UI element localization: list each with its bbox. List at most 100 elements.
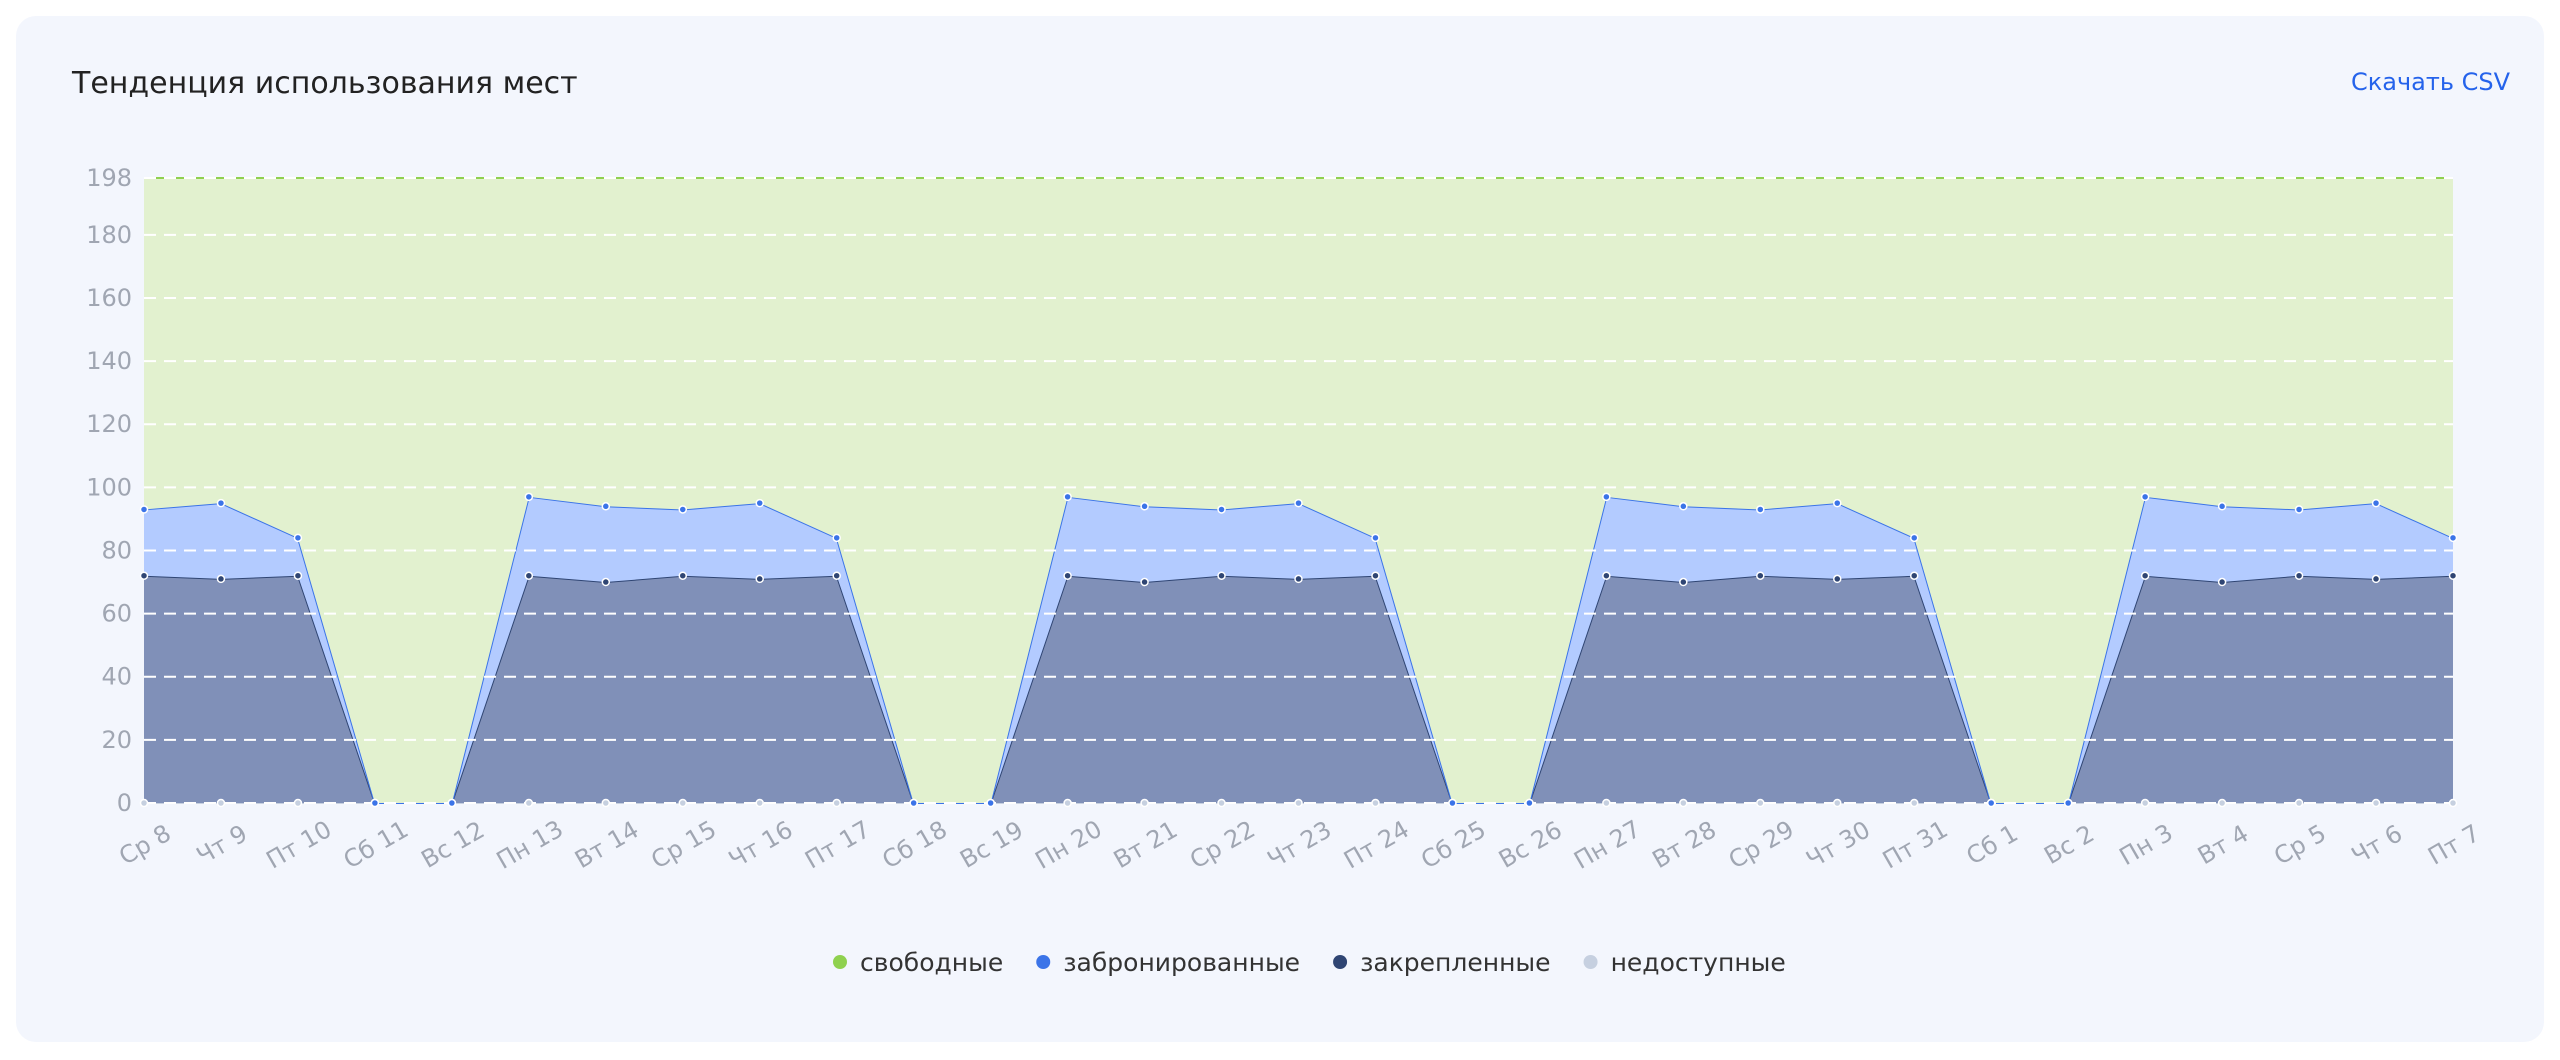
legend-swatch [1583, 955, 1598, 969]
point [139, 505, 149, 514]
point [1602, 798, 1611, 808]
x-tick-label: Ср 8 [114, 819, 176, 871]
point [293, 571, 303, 580]
x-tick-label: Вт 14 [570, 815, 643, 874]
point [1371, 533, 1380, 543]
y-tick-label: 40 [101, 663, 132, 691]
x-tick-label: Вс 26 [1494, 816, 1567, 874]
y-tick-label: 198 [86, 164, 132, 192]
y-tick-label: 0 [117, 789, 132, 817]
x-tick-label: Чт 16 [724, 815, 797, 874]
x-tick-label: Вс 19 [955, 816, 1028, 874]
point [524, 571, 534, 580]
point [1525, 798, 1534, 808]
x-tick-label: Ср 15 [646, 815, 721, 874]
legend-label: свободные [860, 948, 1003, 977]
area [144, 575, 2453, 803]
x-tick-label: Пн 3 [2115, 818, 2178, 871]
y-tick-label: 180 [86, 221, 132, 249]
point [2371, 498, 2381, 508]
point [1679, 502, 1688, 511]
point [1294, 574, 1303, 584]
point [832, 571, 841, 580]
title: Тенденция использования мест [72, 66, 578, 101]
point [1217, 505, 1226, 514]
x-tick-label: Ср 22 [1185, 815, 1260, 874]
points [139, 492, 2458, 808]
point [524, 798, 534, 808]
point [1833, 798, 1842, 808]
point [524, 492, 534, 502]
point [2294, 505, 2304, 514]
point [1602, 492, 1611, 502]
legend-swatch [1333, 955, 1348, 969]
x-tick-label: Сб 18 [877, 815, 951, 874]
legend-label: закрепленные [1360, 948, 1550, 977]
y-tick-label: 120 [86, 410, 132, 438]
point [447, 798, 457, 808]
y-tick-label: 140 [86, 347, 132, 375]
point [1217, 571, 1226, 580]
x-tick-label: Вт 21 [1109, 815, 1182, 874]
x-tick-label: Пт 10 [262, 815, 337, 874]
point [1679, 798, 1688, 808]
point [2448, 798, 2458, 808]
legend-label: недоступные [1611, 948, 1786, 977]
x-tick-label: Ср 29 [1724, 815, 1799, 874]
point [2217, 502, 2227, 511]
point [1986, 798, 1996, 808]
point [1063, 571, 1072, 580]
point [2217, 798, 2227, 808]
point [601, 798, 611, 808]
point [1371, 571, 1380, 580]
point [1602, 571, 1611, 580]
point [755, 798, 764, 808]
download-csv[interactable]: Скачать CSV [2350, 68, 2510, 96]
point [1140, 798, 1149, 808]
point [1371, 798, 1380, 808]
y-tick-label: 20 [101, 726, 132, 754]
x-tick-label: Вс 2 [2039, 819, 2099, 870]
point [1063, 492, 1072, 502]
legend-swatch [833, 955, 847, 969]
point [2448, 533, 2458, 543]
x-tick-label: Пт 31 [1878, 815, 1953, 874]
point [2140, 492, 2150, 502]
x-tick-label: Пн 27 [1569, 815, 1645, 875]
point [1448, 798, 1457, 808]
point [678, 571, 688, 580]
point [2448, 571, 2458, 580]
point [1294, 498, 1303, 508]
x-tick-label: Пт 24 [1339, 815, 1414, 874]
x-tick-label: Пн 13 [492, 815, 568, 875]
point [139, 571, 149, 580]
x-tick-label: Пн 20 [1030, 815, 1106, 875]
y-tick-label: 80 [101, 536, 132, 564]
point [832, 533, 841, 543]
point [370, 798, 380, 808]
legend-label: забронированные [1063, 948, 1300, 977]
point [1756, 798, 1765, 808]
point [678, 505, 688, 514]
y-tick-label: 160 [86, 284, 132, 312]
area [144, 178, 2453, 803]
point [1909, 533, 1919, 543]
x-tick-label: Сб 11 [339, 815, 413, 874]
legend-swatch [1036, 955, 1051, 969]
point [216, 574, 226, 584]
x-tick-label: Сб 1 [1962, 819, 2023, 870]
point [1217, 798, 1226, 808]
x-tick-label: Вс 12 [416, 816, 489, 874]
x-tick-label: Вт 4 [2193, 819, 2253, 870]
x-tick-label: Ср 5 [2269, 819, 2331, 871]
point [1063, 798, 1072, 808]
point [2140, 798, 2150, 808]
point [293, 533, 303, 543]
point [832, 798, 841, 808]
x-tick-label: Чт 9 [192, 819, 252, 870]
areas [143, 177, 2454, 804]
point [1833, 498, 1842, 508]
point [678, 798, 688, 808]
x-tick-label: Сб 25 [1416, 815, 1490, 874]
